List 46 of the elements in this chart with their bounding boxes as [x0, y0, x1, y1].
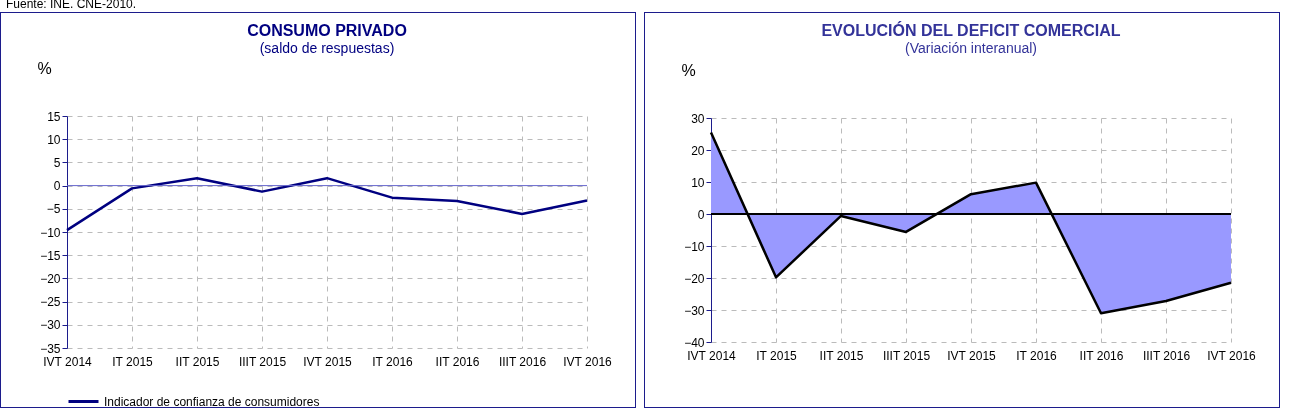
chart-subtitle: (saldo de respuestas): [259, 40, 395, 56]
y-tick-label: 15: [47, 109, 61, 124]
y-tick-label: 5: [53, 155, 61, 170]
y-tick-label: −30: [684, 303, 705, 318]
x-tick-label: IT 2016: [1016, 348, 1058, 363]
y-tick-label: −30: [40, 318, 61, 333]
x-tick-label: IVT 2014: [687, 348, 737, 363]
y-axis-title: %: [37, 59, 52, 77]
chart-title: CONSUMO PRIVADO: [247, 22, 407, 39]
y-tick-label: 30: [691, 111, 705, 126]
chart-subtitle: (Variación interanual): [904, 40, 1038, 56]
x-tick-label: IIIT 2015: [238, 354, 287, 369]
legend-label: Indicador de confianza de consumidores: [104, 394, 320, 409]
y-axis-title: %: [681, 61, 696, 79]
x-tick-label: IIT 2016: [1079, 348, 1124, 363]
y-tick-label: −10: [40, 225, 61, 240]
y-tick-label: 10: [47, 132, 61, 147]
x-tick-label: IVT 2016: [1207, 348, 1257, 363]
y-tick-label: 0: [697, 207, 705, 222]
y-tick-label: 10: [691, 175, 705, 190]
x-tick-label: IVT 2015: [947, 348, 997, 363]
chart-title: EVOLUCIÓN DEL DEFICIT COMERCIAL: [821, 21, 1121, 39]
line-series: [65, 176, 589, 232]
x-tick-label: IIT 2015: [175, 354, 220, 369]
x-tick-label: IIIT 2015: [882, 348, 931, 363]
x-tick-label: IIIT 2016: [1142, 348, 1191, 363]
y-tick-label: −5: [46, 202, 61, 217]
y-tick-label: −15: [40, 248, 61, 263]
x-tick-label: IVT 2014: [43, 354, 93, 369]
x-tick-label: IVT 2016: [563, 354, 613, 369]
y-tick-label: −35: [40, 341, 61, 356]
x-tick-label: IT 2015: [112, 354, 154, 369]
x-tick-label: IT 2015: [756, 348, 798, 363]
x-tick-label: IIT 2015: [819, 348, 864, 363]
y-tick-label: 20: [691, 143, 705, 158]
x-tick-label: IT 2016: [372, 354, 414, 369]
source-note: Fuente: INE. CNE-2010.: [6, 0, 137, 11]
y-tick-label: −25: [40, 295, 61, 310]
y-tick-label: −20: [684, 271, 705, 286]
y-tick-label: −20: [40, 271, 61, 286]
y-tick-label: −40: [684, 335, 705, 350]
y-tick-label: −10: [684, 239, 705, 254]
y-tick-label: 0: [53, 179, 61, 194]
x-tick-label: IIIT 2016: [498, 354, 547, 369]
x-tick-label: IVT 2015: [303, 354, 353, 369]
x-tick-label: IIT 2016: [435, 354, 480, 369]
